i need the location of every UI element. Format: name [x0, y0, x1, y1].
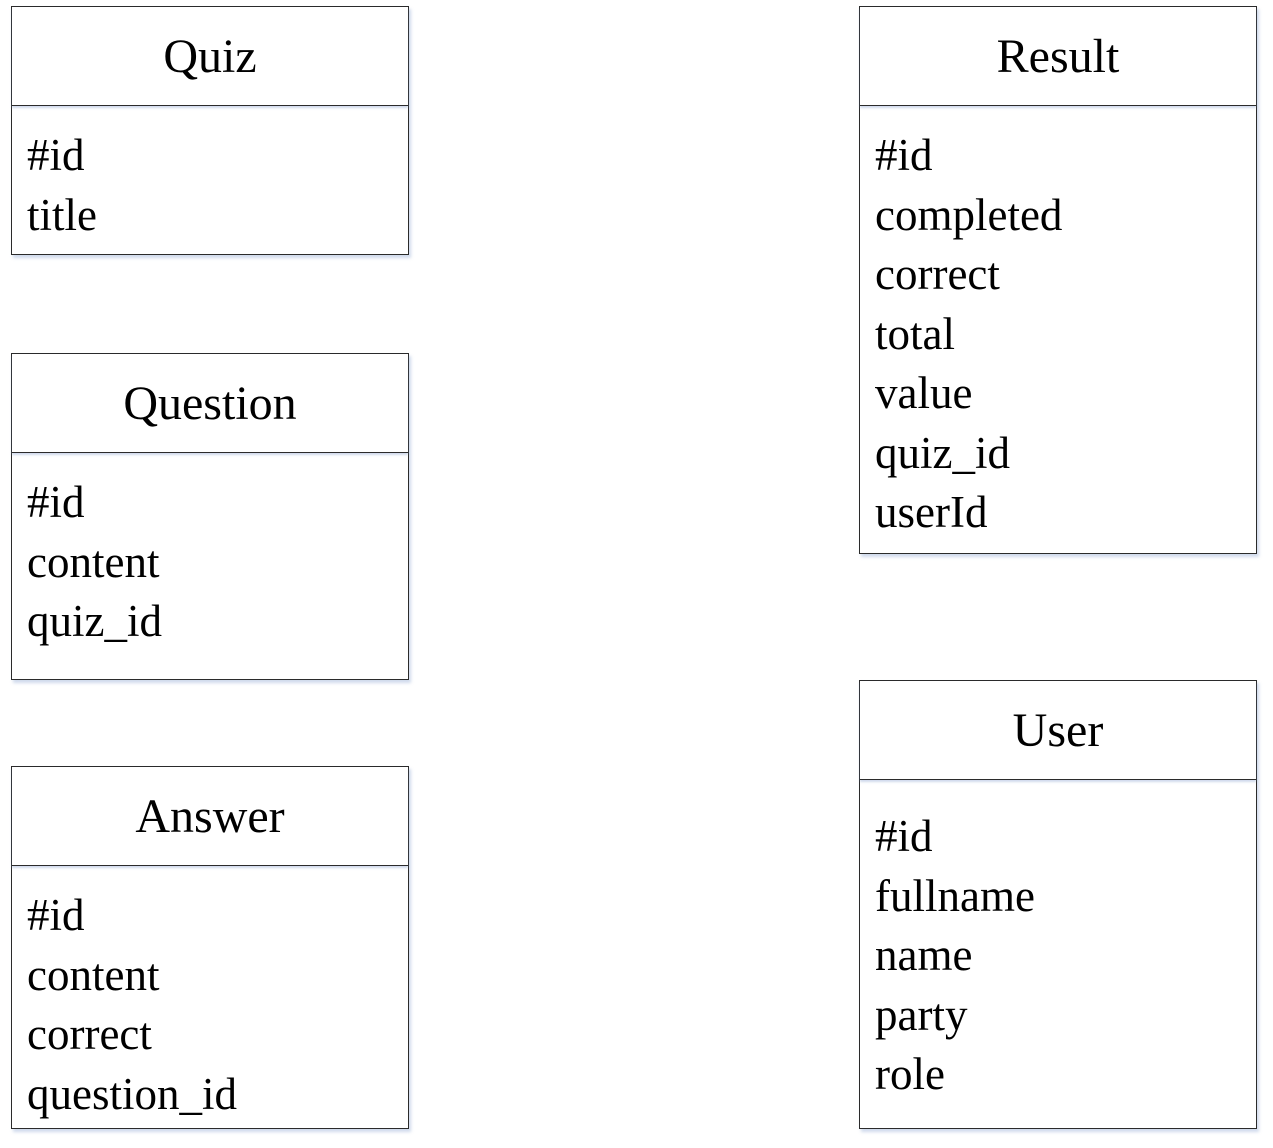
attribute-party: party: [875, 989, 968, 1040]
entity-title: User: [860, 681, 1256, 780]
attribute-completed: completed: [875, 189, 1063, 240]
attribute-title: title: [27, 189, 97, 240]
attribute-content: content: [27, 536, 160, 587]
attribute-correct: correct: [27, 1009, 152, 1059]
attribute-list: #id fullname name party role: [860, 780, 1256, 1105]
attribute-user-id: userId: [875, 487, 988, 537]
attribute-question-id: question_id: [27, 1068, 237, 1119]
attribute-role: role: [875, 1049, 945, 1099]
entity-answer: Answer #id content correct question_id: [11, 766, 409, 1129]
attribute-fullname: fullname: [875, 870, 1035, 921]
entity-user: User #id fullname name party role: [859, 680, 1257, 1129]
attribute-value: value: [875, 368, 973, 418]
attribute-list: #id completed correct total value quiz_i…: [860, 106, 1256, 543]
attribute-list: #id title: [12, 106, 408, 245]
attribute-list: #id content correct question_id: [12, 866, 408, 1124]
attribute-id: #id: [875, 130, 933, 180]
attribute-content: content: [27, 949, 160, 1000]
attribute-correct: correct: [875, 249, 1000, 299]
entity-result: Result #id completed correct total value…: [859, 6, 1257, 554]
entity-question: Question #id content quiz_id: [11, 353, 409, 680]
entity-title: Quiz: [12, 7, 408, 106]
attribute-id: #id: [27, 130, 85, 180]
attribute-quiz-id: quiz_id: [27, 596, 162, 646]
attribute-id: #id: [27, 477, 85, 527]
entity-title: Result: [860, 7, 1256, 106]
attribute-total: total: [875, 308, 955, 359]
attribute-id: #id: [875, 811, 933, 861]
attribute-quiz-id: quiz_id: [875, 427, 1010, 478]
attribute-list: #id content quiz_id: [12, 453, 408, 652]
entity-title: Question: [12, 354, 408, 453]
attribute-name: name: [875, 930, 973, 980]
entity-quiz: Quiz #id title: [11, 6, 409, 255]
attribute-id: #id: [27, 890, 85, 940]
entity-title: Answer: [12, 767, 408, 866]
